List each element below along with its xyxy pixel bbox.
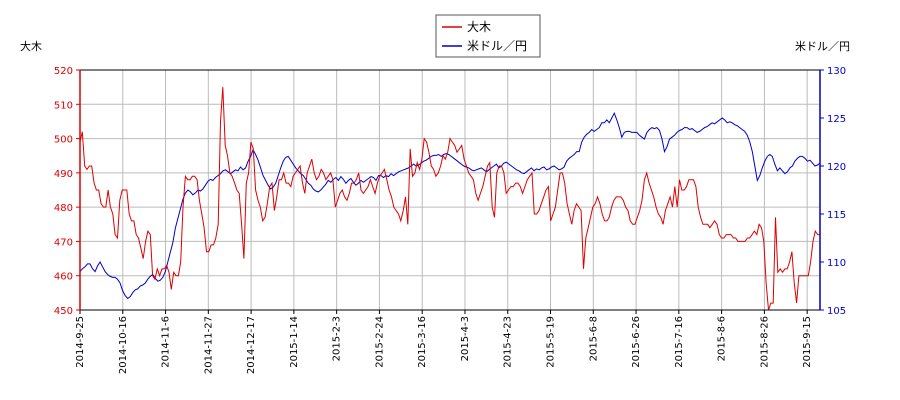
x-tick-label: 2014-11-27 [203,316,214,374]
x-tick-label: 2015-8-6 [717,316,728,361]
left-axis: 450 460 470 480 490 500 510 520 [54,66,81,317]
y-left-tick-label: 520 [54,66,73,77]
series-line-b [79,111,821,300]
x-tick-label: 2015-5-19 [546,316,557,368]
x-tick-label: 2015-2-24 [374,316,385,368]
x-tick-label: 2014-12-17 [246,316,257,374]
x-tick-label: 2014-9-25 [75,316,86,368]
legend: 大木 米ドル／円 [435,14,541,58]
y-left-tick-label: 490 [54,169,73,180]
legend-label-series-b: 米ドル／円 [467,39,527,53]
legend-label-series-a: 大木 [467,20,491,34]
x-tick-label: 2015-1-14 [289,316,300,368]
legend-box [435,14,541,58]
y-left-tick-label: 450 [54,306,73,317]
x-tick-label: 2015-3-16 [417,316,428,368]
series-layer [79,87,821,311]
y-right-tick-label: 105 [827,306,846,317]
grid [80,70,820,310]
y-left-tick-label: 480 [54,203,73,214]
y-right-tick-label: 120 [827,162,846,173]
y-right-tick-label: 115 [827,210,846,221]
x-tick-label: 2015-6-8 [588,316,599,361]
x-tick-label: 2015-4-3 [460,316,471,361]
y-left-tick-label: 470 [54,237,73,248]
x-tick-label: 2015-6-26 [631,316,642,368]
plot-frame [79,69,821,311]
y-left-tick-label: 500 [54,135,73,146]
series-line-a [79,87,820,311]
x-tick-label: 2015-2-3 [332,316,343,361]
x-tick-label: 2015-4-23 [503,316,514,368]
y-right-tick-label: 125 [827,114,846,125]
x-axis: 2014-9-25 2014-10-16 2014-11-6 2014-11-27 20… [75,310,813,374]
right-axis: 105 110 115 120 125 130 [819,66,846,317]
y-left-title: 大木 [20,39,42,53]
x-tick-label: 2014-11-6 [161,316,172,368]
y-right-tick-label: 110 [827,258,846,269]
x-tick-label: 2015-7-16 [674,316,685,368]
y-right-tick-label: 130 [827,66,846,77]
y-left-tick-label: 460 [54,272,73,283]
y-left-tick-label: 510 [54,100,73,111]
x-tick-label: 2015-9-15 [802,316,813,368]
y-right-title: 米ドル／円 [795,40,850,53]
x-tick-label: 2015-8-26 [759,316,770,368]
x-tick-label: 2014-10-16 [118,316,129,374]
